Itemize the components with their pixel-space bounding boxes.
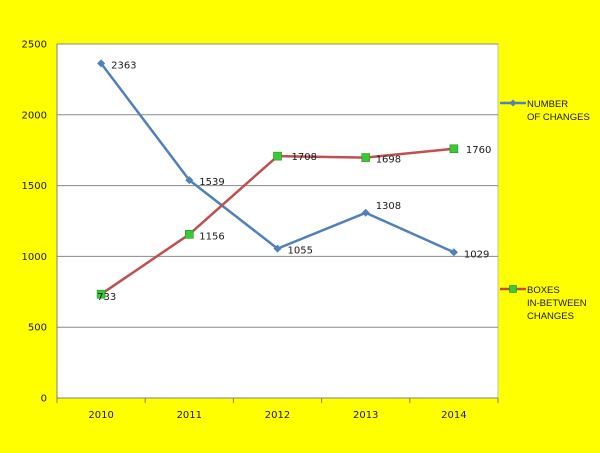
legend-marker-square bbox=[509, 285, 517, 293]
data-point-marker bbox=[273, 151, 282, 161]
x-tick-label: 2013 bbox=[353, 410, 378, 421]
legend-label: CHANGES bbox=[527, 311, 574, 322]
y-tick-label: 500 bbox=[28, 323, 47, 334]
legend-marker-diamond bbox=[509, 99, 517, 107]
x-tick-label: 2014 bbox=[441, 410, 466, 421]
data-point-marker bbox=[361, 153, 371, 162]
plot-area bbox=[56, 43, 499, 399]
y-tick-label: 2000 bbox=[22, 110, 47, 121]
y-tick-label: 2500 bbox=[22, 40, 47, 51]
data-label: 1156 bbox=[199, 231, 224, 242]
data-point-marker bbox=[185, 230, 194, 239]
data-point-marker bbox=[97, 59, 106, 68]
series-lines bbox=[96, 59, 459, 299]
y-tick-label: 1000 bbox=[22, 252, 47, 263]
data-label: 733 bbox=[97, 292, 116, 303]
axes: 0 500 1000 1500 2000 2500 2010 2011 2012 2013 2014 bbox=[22, 40, 499, 421]
data-label: 1539 bbox=[199, 177, 224, 188]
data-point-marker bbox=[273, 244, 282, 253]
data-label: 1055 bbox=[288, 246, 313, 257]
x-tick-label: 2012 bbox=[265, 410, 290, 421]
data-point-marker bbox=[96, 289, 106, 299]
gridlines bbox=[57, 43, 498, 328]
data-label: 1029 bbox=[464, 249, 489, 260]
data-point-marker bbox=[449, 144, 459, 154]
data-label: 2363 bbox=[111, 60, 136, 71]
data-labels: 2363 1539 1055 1308 1029 733 1156 1708 1698 1760 bbox=[97, 60, 491, 303]
data-point-marker bbox=[449, 248, 458, 257]
data-point-marker bbox=[361, 208, 370, 217]
legend-label: NUMBER bbox=[527, 99, 568, 110]
x-tick-label: 2010 bbox=[88, 410, 113, 421]
y-tick-label: 1500 bbox=[22, 181, 47, 192]
legend-label: BOXES bbox=[527, 285, 560, 296]
data-label: 1708 bbox=[292, 152, 317, 163]
data-label: 1308 bbox=[376, 201, 401, 212]
legend-label: OF CHANGES bbox=[527, 112, 590, 123]
data-point-marker bbox=[185, 176, 194, 185]
data-label: 1760 bbox=[466, 145, 491, 156]
x-tick-label: 2011 bbox=[177, 410, 202, 421]
legend-label: IN-BETWEEN bbox=[527, 298, 587, 309]
legend: NUMBER OF CHANGES BOXES IN-BETWEEN CHANGES bbox=[500, 99, 590, 322]
y-tick-label: 0 bbox=[41, 394, 47, 405]
data-label: 1698 bbox=[376, 155, 401, 166]
